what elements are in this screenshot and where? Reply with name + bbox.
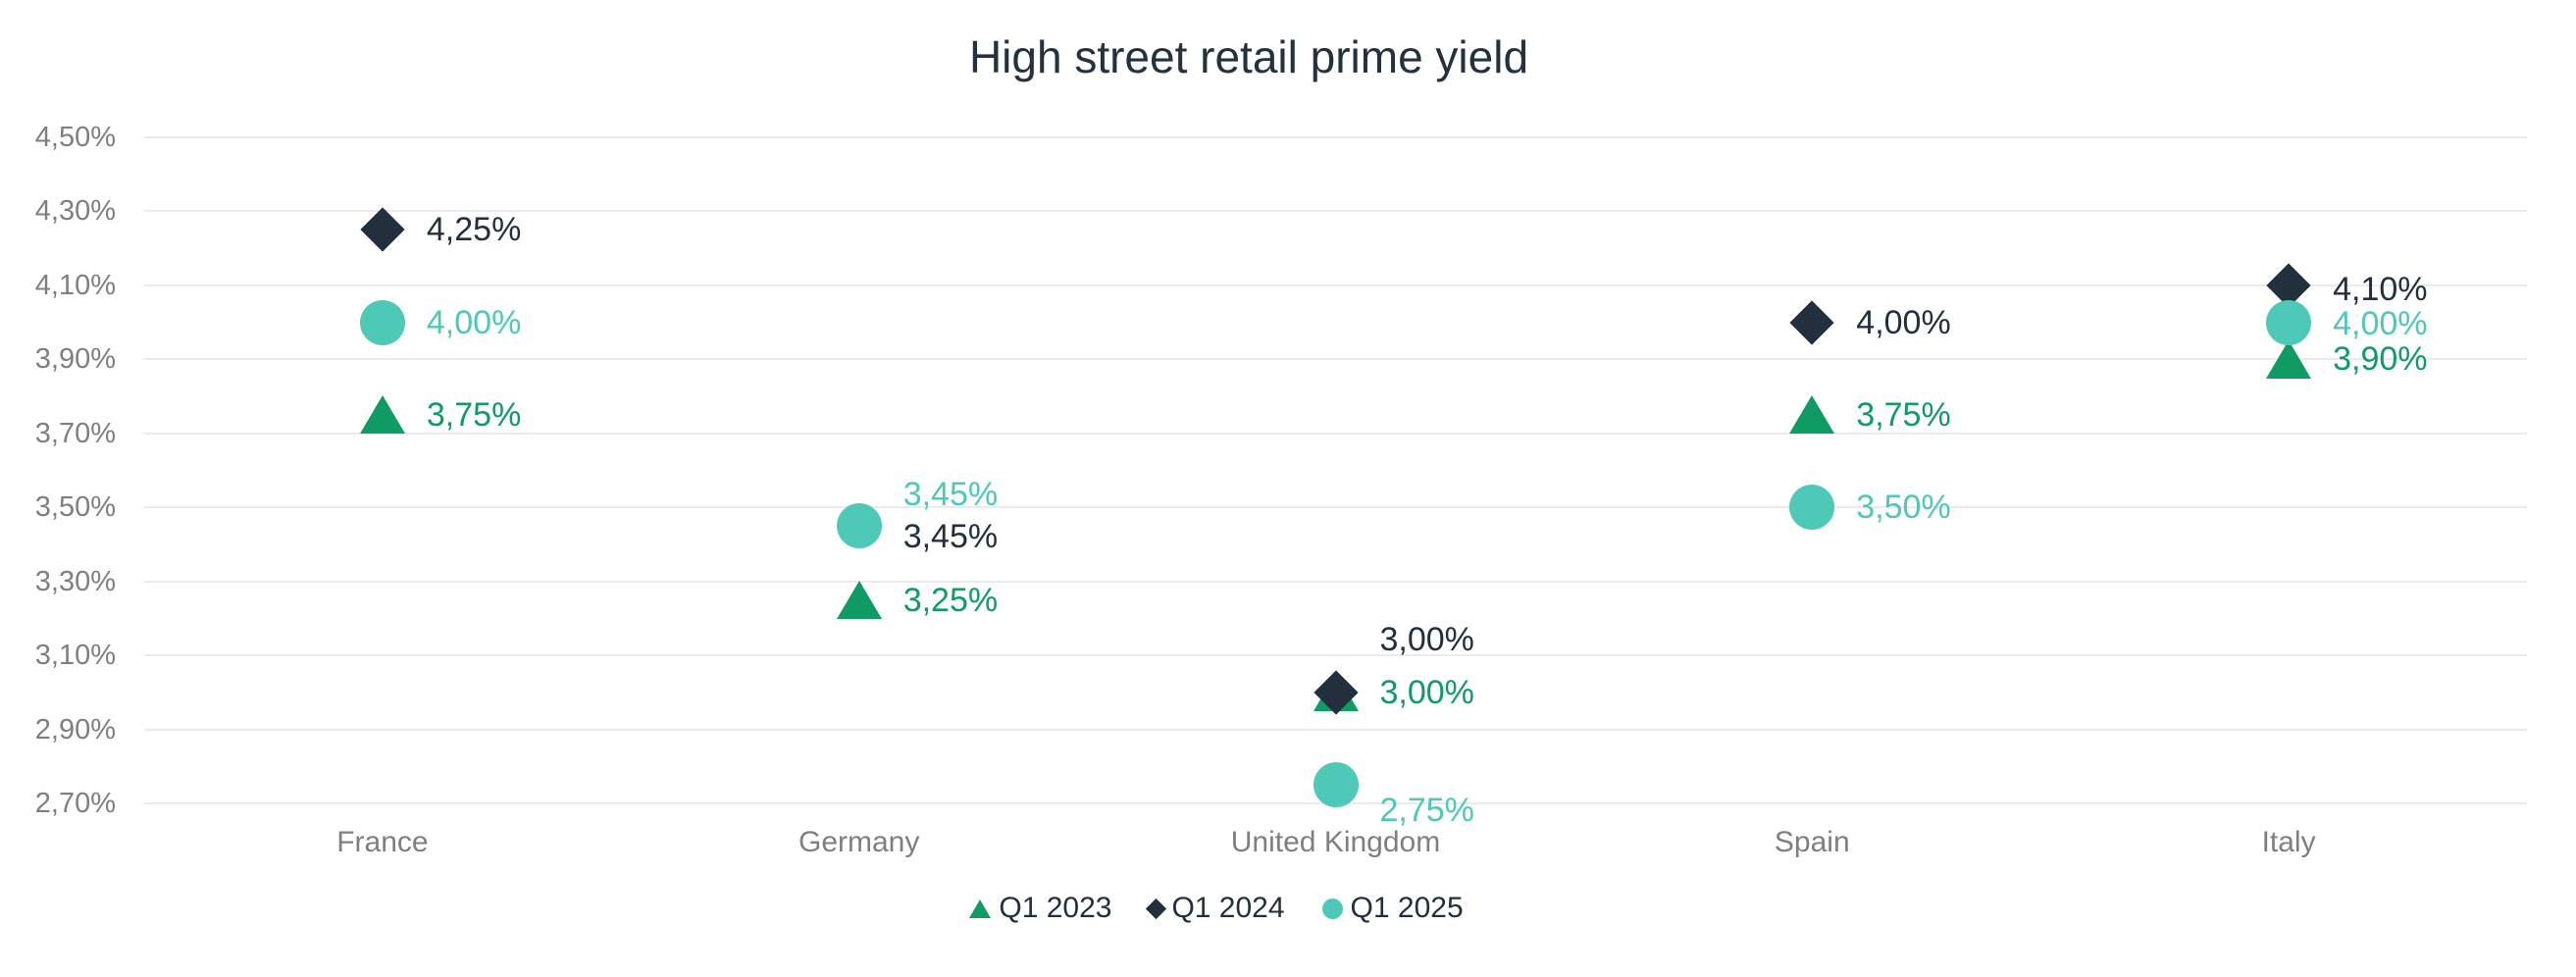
y-axis-tick-label: 3,70% [34, 417, 116, 449]
legend-triangle-icon [969, 899, 992, 918]
x-axis-category-label: Germany [799, 826, 920, 858]
marker-circle [359, 299, 405, 345]
y-axis-tick-label: 4,50% [34, 122, 116, 153]
marker-circle [1789, 485, 1835, 531]
legend: Q1 2023 Q1 2024 Q1 2025 [0, 891, 2433, 926]
y-axis-tick-label: 3,90% [34, 343, 116, 376]
data-point-label: 3,90% [2333, 340, 2428, 379]
legend-circle-icon [1321, 898, 1343, 919]
data-point-label: 4,00% [1856, 303, 1951, 341]
data-point-label: 4,00% [2333, 304, 2428, 342]
x-axis-category-label: Italy [2261, 826, 2316, 858]
data-point-label: 2,75% [1379, 792, 1474, 830]
marker-diamond [1789, 299, 1834, 345]
gridline [144, 432, 2527, 435]
marker-diamond [360, 207, 405, 252]
x-axis-category-label: France [336, 826, 429, 858]
marker-circle [836, 503, 882, 549]
marker-circle [1313, 762, 1359, 808]
chart-title: High street retail prime yield [968, 31, 1529, 82]
x-axis-category-label: Spain [1774, 826, 1850, 858]
gridline [144, 580, 2527, 583]
y-axis-tick-label: 3,30% [34, 565, 116, 597]
data-point-label: 4,25% [426, 211, 522, 249]
gridline [144, 283, 2527, 286]
data-point-label: 3,75% [426, 395, 522, 434]
y-axis-tick-label: 2,70% [34, 788, 116, 819]
gridline [144, 136, 2527, 138]
marker-triangle [836, 581, 882, 620]
x-axis-category-label: United Kingdom [1230, 826, 1441, 858]
gridline [144, 358, 2527, 361]
legend-label: Q1 2025 [1350, 892, 1464, 924]
data-point-label: 3,00% [1379, 620, 1474, 658]
data-point-label: 3,25% [902, 581, 999, 619]
y-axis-tick-label: 4,10% [34, 269, 116, 301]
y-axis-tick-label: 3,50% [34, 491, 116, 524]
legend-item: Q1 2025 [1321, 891, 1464, 926]
legend-label: Q1 2023 [999, 892, 1112, 924]
gridline [144, 506, 2527, 509]
y-axis-tick-label: 4,30% [34, 195, 116, 228]
legend-item: Q1 2024 [1146, 891, 1285, 926]
data-point-label: 3,75% [1856, 395, 1951, 434]
legend-label: Q1 2024 [1171, 892, 1285, 924]
marker-circle [2266, 299, 2312, 345]
gridline [144, 728, 2527, 731]
data-point-label: 3,45% [902, 476, 999, 514]
gridline [144, 210, 2527, 213]
data-point-label: 3,50% [1856, 488, 1951, 527]
marker-triangle [359, 395, 405, 435]
data-point-label: 4,00% [426, 303, 522, 341]
y-axis-tick-label: 2,90% [34, 713, 116, 746]
legend-diamond-icon [1146, 898, 1167, 919]
gridline [144, 654, 2527, 657]
y-axis-tick-label: 3,10% [34, 640, 116, 672]
marker-triangle [2266, 339, 2312, 379]
data-point-label: 3,45% [902, 518, 999, 556]
marker-triangle [1789, 395, 1835, 435]
data-point-label: 4,10% [2333, 270, 2428, 308]
legend-item: Q1 2023 [969, 891, 1111, 926]
data-point-label: 3,00% [1379, 673, 1474, 711]
